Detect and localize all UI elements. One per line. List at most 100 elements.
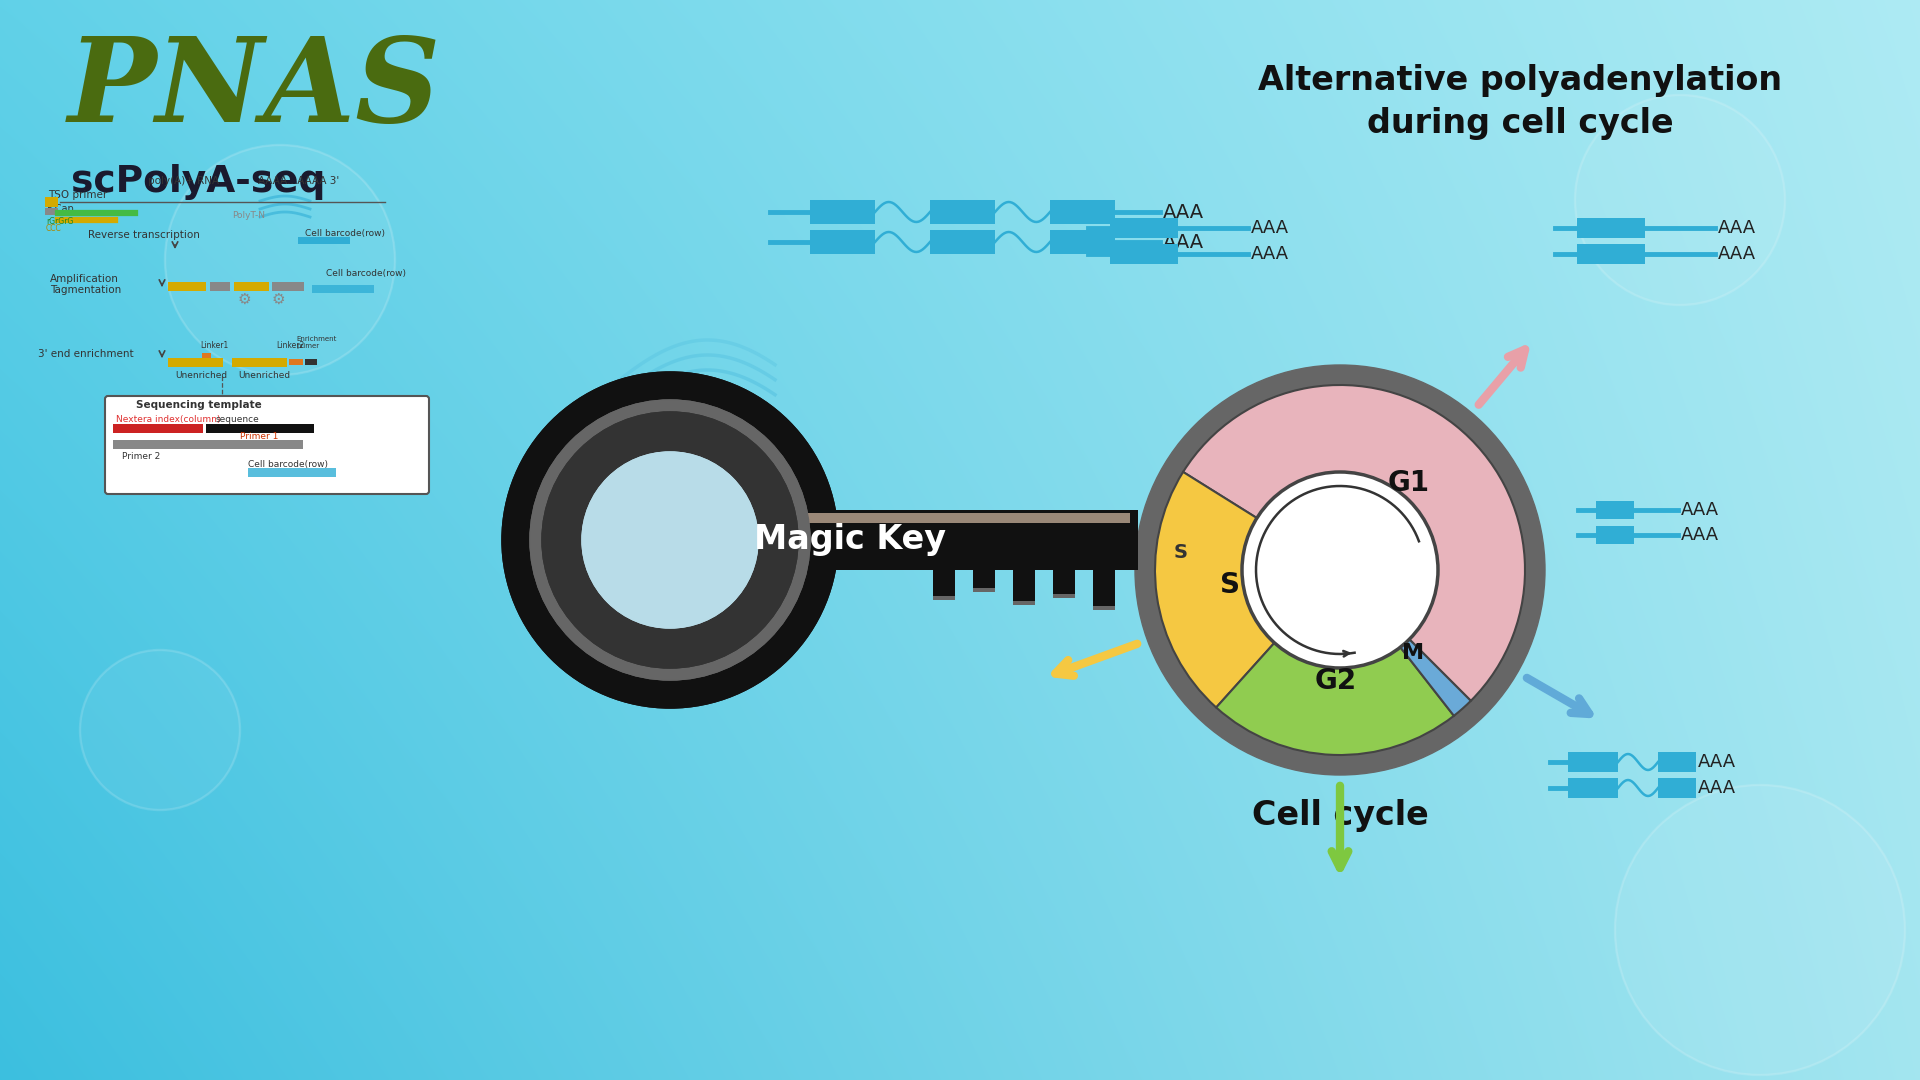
- Circle shape: [501, 372, 837, 708]
- Bar: [290, 359, 303, 365]
- Circle shape: [582, 453, 758, 627]
- Bar: [1659, 752, 1695, 772]
- Text: AAA: AAA: [1252, 219, 1288, 237]
- Text: AAA: AAA: [1682, 526, 1718, 544]
- Text: AAA: AAA: [1164, 203, 1204, 221]
- Circle shape: [1615, 785, 1905, 1075]
- Bar: [273, 282, 303, 291]
- Text: TSO primer: TSO primer: [48, 190, 108, 200]
- Text: Enrichment
primer: Enrichment primer: [296, 336, 336, 349]
- FancyBboxPatch shape: [106, 396, 428, 494]
- Text: ⚙: ⚙: [238, 292, 252, 307]
- Bar: [1092, 570, 1116, 610]
- Bar: [810, 230, 876, 254]
- Text: rGrGrG: rGrGrG: [46, 217, 73, 226]
- Text: CCC: CCC: [46, 224, 61, 233]
- Text: Sequencing template: Sequencing template: [136, 400, 261, 410]
- Text: Unenriched: Unenriched: [238, 372, 290, 380]
- Circle shape: [530, 400, 810, 680]
- Bar: [973, 588, 995, 592]
- Text: S: S: [1173, 542, 1188, 562]
- Bar: [1052, 570, 1075, 598]
- Bar: [1052, 594, 1075, 598]
- Text: AAA: AAA: [1252, 245, 1288, 264]
- Bar: [1569, 778, 1619, 798]
- Text: Cell barcode(row): Cell barcode(row): [248, 460, 328, 469]
- Text: Tagmentation: Tagmentation: [50, 285, 121, 295]
- Circle shape: [1242, 472, 1438, 669]
- Bar: [973, 570, 995, 592]
- Text: sequence: sequence: [215, 415, 259, 424]
- Bar: [933, 596, 954, 600]
- Circle shape: [582, 453, 758, 627]
- Bar: [1110, 218, 1179, 238]
- Bar: [202, 353, 211, 357]
- Text: PolyT-N: PolyT-N: [232, 211, 265, 220]
- Bar: [1576, 218, 1645, 238]
- Text: poly(A)+ RNA: poly(A)+ RNA: [148, 176, 219, 186]
- Text: 3' end enrichment: 3' end enrichment: [38, 349, 134, 359]
- Bar: [298, 237, 349, 244]
- Text: Cell barcode(row): Cell barcode(row): [305, 229, 386, 238]
- Bar: [1576, 244, 1645, 264]
- Text: ⚙: ⚙: [273, 292, 286, 307]
- Wedge shape: [1215, 570, 1453, 755]
- Bar: [234, 282, 269, 291]
- Bar: [311, 285, 374, 293]
- Wedge shape: [1183, 384, 1524, 701]
- Bar: [44, 208, 58, 215]
- Bar: [248, 468, 336, 477]
- Text: Alternative polyadenylation
during cell cycle: Alternative polyadenylation during cell …: [1258, 64, 1782, 140]
- Text: AAA: AAA: [1718, 219, 1757, 237]
- Bar: [113, 440, 303, 449]
- Text: scPolyA-seq: scPolyA-seq: [71, 164, 324, 200]
- Circle shape: [541, 411, 799, 669]
- Text: AAA: AAA: [1697, 753, 1736, 771]
- Bar: [1050, 200, 1116, 224]
- Text: S: S: [1219, 571, 1240, 599]
- Bar: [205, 424, 315, 433]
- Text: G2: G2: [1315, 667, 1357, 694]
- Bar: [305, 359, 317, 365]
- Text: AAA: AAA: [1718, 245, 1757, 264]
- Text: AAA: AAA: [1682, 501, 1718, 519]
- Wedge shape: [1340, 570, 1471, 716]
- Bar: [1596, 526, 1634, 544]
- Bar: [232, 357, 286, 367]
- Text: AAA: AAA: [1164, 232, 1204, 252]
- Circle shape: [541, 411, 799, 669]
- Bar: [169, 357, 223, 367]
- Bar: [1014, 600, 1035, 605]
- Bar: [929, 230, 995, 254]
- Circle shape: [1574, 95, 1786, 305]
- Circle shape: [1135, 365, 1546, 775]
- Text: Cell barcode(row): Cell barcode(row): [326, 269, 405, 278]
- Bar: [1050, 230, 1116, 254]
- Text: M: M: [1402, 643, 1425, 663]
- Bar: [44, 197, 58, 207]
- Bar: [933, 570, 954, 600]
- Text: Amplification: Amplification: [50, 274, 119, 284]
- Circle shape: [501, 372, 837, 708]
- Bar: [1014, 570, 1035, 605]
- Text: Primer 2: Primer 2: [123, 453, 159, 461]
- Bar: [209, 282, 230, 291]
- Text: Reverse transcription: Reverse transcription: [88, 230, 200, 240]
- Bar: [1659, 778, 1695, 798]
- Bar: [1110, 244, 1179, 264]
- Circle shape: [530, 400, 810, 680]
- Text: AAA: AAA: [1697, 779, 1736, 797]
- Text: PNAS: PNAS: [67, 32, 442, 148]
- Wedge shape: [1156, 472, 1340, 707]
- Bar: [113, 424, 204, 433]
- Text: Nextera index(column): Nextera index(column): [115, 415, 221, 424]
- Bar: [670, 513, 1131, 523]
- Text: Linker2: Linker2: [276, 341, 303, 350]
- Text: Primer 1: Primer 1: [240, 432, 278, 441]
- Bar: [810, 200, 876, 224]
- Text: Magic Key: Magic Key: [755, 523, 947, 555]
- Text: Cell cycle: Cell cycle: [1252, 798, 1428, 832]
- Bar: [169, 282, 205, 291]
- Text: Unenriched: Unenriched: [175, 372, 227, 380]
- Text: 5'Cap: 5'Cap: [46, 204, 73, 214]
